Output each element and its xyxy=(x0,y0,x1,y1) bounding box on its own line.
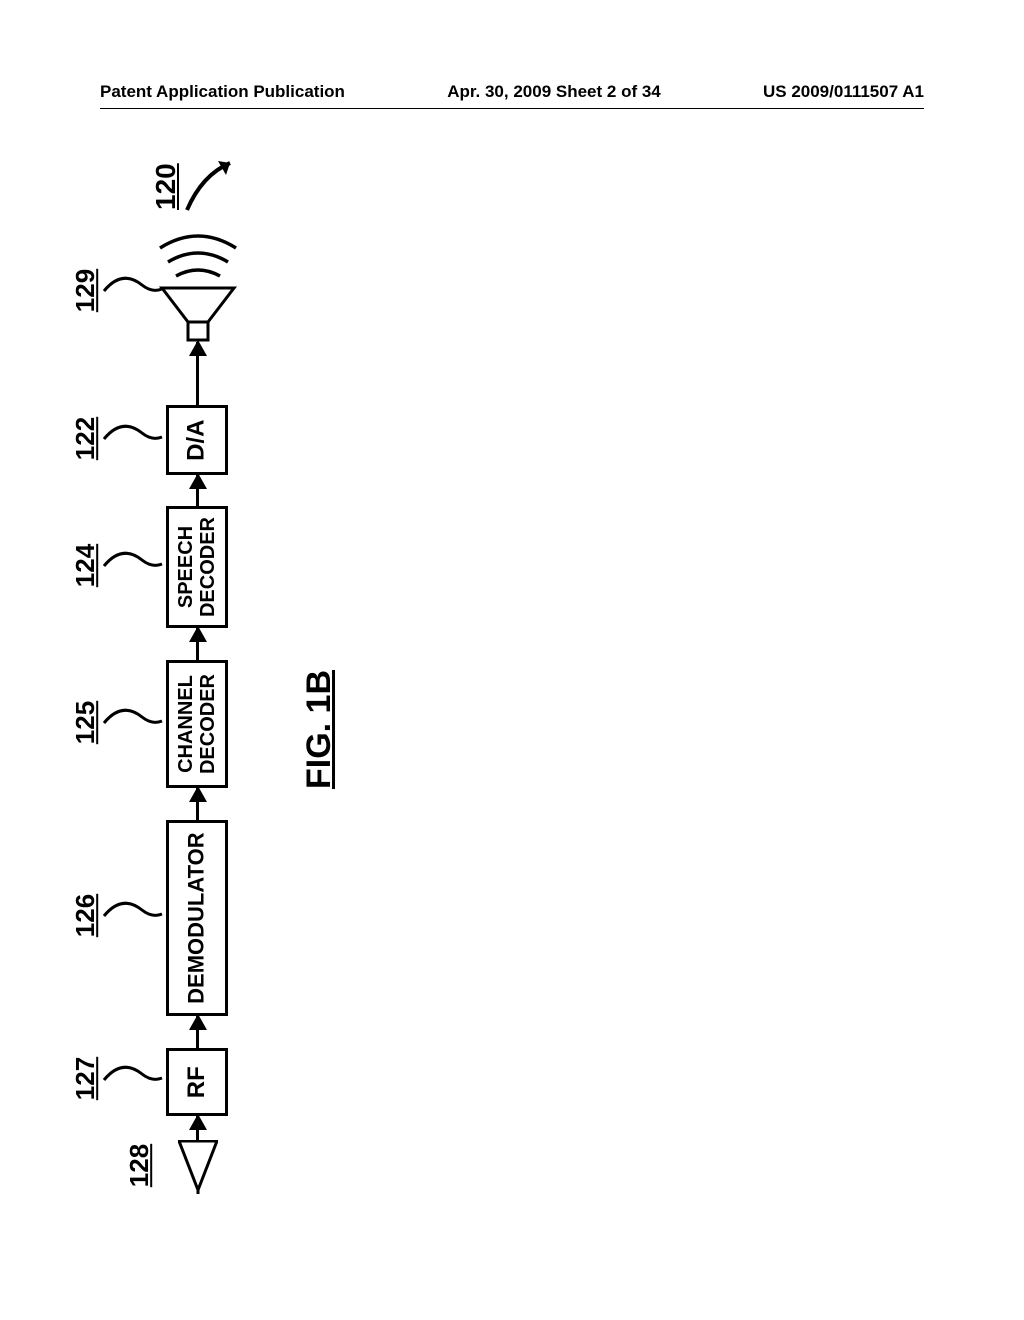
ref-125: 125 xyxy=(70,701,101,744)
block-demodulator-label: DEMODULATOR xyxy=(185,832,209,1004)
ref-128: 128 xyxy=(124,1144,155,1187)
block-da-label: D/A xyxy=(184,419,210,460)
antenna-icon xyxy=(178,1140,218,1194)
arrow-demod-chdec xyxy=(196,788,199,820)
arrow-rf-demod xyxy=(196,1016,199,1048)
block-rf-label: RF xyxy=(184,1066,210,1098)
block-demodulator: DEMODULATOR xyxy=(166,820,228,1016)
ref-126: 126 xyxy=(70,894,101,937)
header-right: US 2009/0111507 A1 xyxy=(763,82,924,102)
block-speech-decoder-label: SPEECHDECODER xyxy=(175,517,219,617)
main-ref-label: 120 xyxy=(150,163,182,210)
arrow-antenna-rf xyxy=(196,1116,199,1118)
arrow-da-speaker xyxy=(196,342,199,405)
header-rule xyxy=(100,108,924,109)
ref-129: 129 xyxy=(70,269,101,312)
page-header: Patent Application Publication Apr. 30, … xyxy=(0,82,1024,102)
arrow-chdec-spdec xyxy=(196,628,199,660)
diagram: 120 128 RF 127 DEMODULATOR 126 CHANNELDE… xyxy=(130,140,830,1220)
header-left: Patent Application Publication xyxy=(100,82,345,102)
block-rf: RF xyxy=(166,1048,228,1116)
lead-125 xyxy=(102,703,164,733)
block-da: D/A xyxy=(166,405,228,475)
lead-129 xyxy=(102,271,164,301)
block-channel-decoder-label: CHANNELDECODER xyxy=(175,674,219,774)
lead-124 xyxy=(102,546,164,576)
figure-label: FIG. 1B xyxy=(300,670,339,789)
ref-127: 127 xyxy=(70,1057,101,1100)
speaker-icon xyxy=(158,230,278,342)
lead-122 xyxy=(102,419,164,449)
ref-122: 122 xyxy=(70,417,101,460)
block-speech-decoder: SPEECHDECODER xyxy=(166,506,228,628)
lead-127 xyxy=(102,1060,164,1090)
main-ref-arrow-icon xyxy=(182,155,242,215)
block-channel-decoder: CHANNELDECODER xyxy=(166,660,228,788)
ref-124: 124 xyxy=(70,544,101,587)
lead-126 xyxy=(102,896,164,926)
arrow-spdec-da xyxy=(196,475,199,506)
header-middle: Apr. 30, 2009 Sheet 2 of 34 xyxy=(447,82,661,102)
